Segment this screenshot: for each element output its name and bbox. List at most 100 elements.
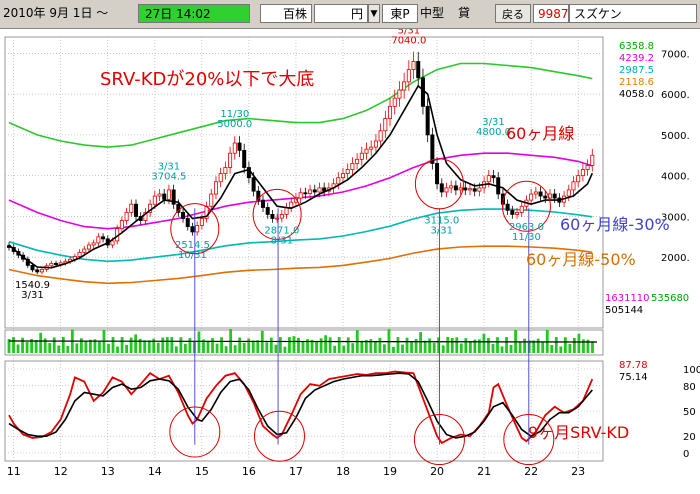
- candle: [364, 148, 369, 154]
- volume-bar: [247, 338, 251, 353]
- volume-bar: [523, 338, 527, 353]
- candle: [458, 187, 463, 191]
- volume-bar: [21, 337, 24, 353]
- price-annotation: 3704.5: [151, 172, 186, 183]
- volume-bar: [487, 337, 490, 353]
- candle: [491, 175, 496, 179]
- price-annotation: 7040.0: [391, 36, 426, 47]
- volume-bar: [473, 339, 477, 353]
- x-tick-label: 19: [383, 465, 397, 478]
- volume-bar: [251, 340, 255, 353]
- candle: [152, 195, 157, 205]
- price-bottom-circle: [501, 180, 551, 232]
- x-tick-label: 17: [289, 465, 303, 478]
- name-field[interactable]: スズケン: [569, 4, 697, 23]
- volume-bar: [464, 338, 468, 353]
- candle: [303, 192, 308, 195]
- candle: [124, 211, 129, 221]
- volume-bar: [179, 337, 183, 353]
- candle: [340, 173, 345, 179]
- candle: [538, 191, 543, 197]
- volume-bar: [541, 342, 545, 353]
- volume-bar: [134, 334, 138, 353]
- volume-bar: [591, 341, 594, 353]
- volume-bar: [256, 340, 260, 353]
- volume-bar: [52, 337, 56, 353]
- candle: [416, 61, 421, 79]
- candle: [486, 175, 491, 183]
- volume-bar: [269, 337, 273, 353]
- ma-fast-line: [8, 84, 594, 269]
- candle: [392, 97, 397, 107]
- candle: [82, 248, 87, 253]
- volume-ma-line: [8, 340, 598, 343]
- kd-k-line: [8, 370, 594, 445]
- volume-bar: [342, 345, 346, 353]
- volume-bar: [396, 337, 400, 353]
- exchange-select[interactable]: 東P: [382, 4, 418, 23]
- candle: [543, 195, 548, 199]
- candle: [477, 187, 482, 192]
- candle: [77, 251, 82, 257]
- candle: [388, 105, 393, 119]
- candle: [237, 142, 242, 151]
- price-annotation: 3/31: [482, 117, 504, 128]
- volume-bar: [147, 340, 151, 353]
- volume-bar: [120, 337, 124, 353]
- candle: [185, 218, 190, 228]
- code-field[interactable]: 9987: [533, 4, 569, 23]
- volume-bar: [310, 339, 314, 353]
- candle: [110, 240, 115, 246]
- volume-bar: [116, 346, 119, 353]
- candle: [199, 218, 204, 226]
- candle: [519, 205, 524, 213]
- kd-label: 9ヶ月SRV-KD: [528, 423, 629, 442]
- volume-bar: [568, 343, 572, 353]
- volume-bar: [383, 344, 386, 353]
- currency-select[interactable]: 円: [314, 4, 368, 23]
- candle: [157, 193, 162, 197]
- volume-bar: [328, 337, 332, 353]
- volume-bar: [16, 344, 20, 353]
- volume-bar: [315, 341, 318, 353]
- price-annotation: 3115.0: [424, 216, 459, 227]
- candle: [54, 262, 59, 265]
- date-label: 2010年 9月 1日 ～: [3, 6, 109, 20]
- candle: [181, 211, 186, 219]
- candle: [359, 152, 364, 160]
- volume-bar: [98, 341, 101, 353]
- price-annotation: 5/31: [398, 29, 420, 37]
- candle: [406, 69, 411, 83]
- volume-bar: [346, 337, 350, 353]
- candle: [298, 192, 303, 199]
- volume-bar: [550, 344, 554, 353]
- volume-bar: [536, 338, 540, 353]
- volume-bar: [459, 343, 463, 353]
- candle: [430, 134, 435, 164]
- volume-bar: [364, 339, 368, 353]
- volume-bar: [337, 337, 341, 353]
- time-field[interactable]: 27日 14:02: [138, 4, 250, 23]
- volume-bar: [174, 346, 178, 353]
- candle: [171, 189, 176, 205]
- candle: [449, 185, 454, 189]
- volume-bar: [333, 345, 337, 353]
- volume-bar: [206, 341, 210, 353]
- ma-green-line: [8, 62, 593, 148]
- candle: [91, 242, 96, 246]
- price-annotation: 11/30: [512, 232, 541, 243]
- candle: [369, 146, 374, 150]
- candle: [228, 152, 233, 168]
- candle: [223, 167, 228, 175]
- candle: [270, 213, 275, 219]
- candle: [96, 236, 101, 244]
- volume-bar: [111, 337, 115, 353]
- candle: [383, 118, 388, 132]
- currency-dropdown-icon[interactable]: ▼: [368, 4, 380, 23]
- volume-bar: [57, 345, 61, 353]
- candle: [30, 264, 35, 271]
- volume-bar: [432, 342, 436, 353]
- price-readout: 4239.2: [619, 53, 654, 64]
- back-button[interactable]: 戻る: [495, 4, 531, 23]
- price-annotation: 3/31: [158, 162, 180, 173]
